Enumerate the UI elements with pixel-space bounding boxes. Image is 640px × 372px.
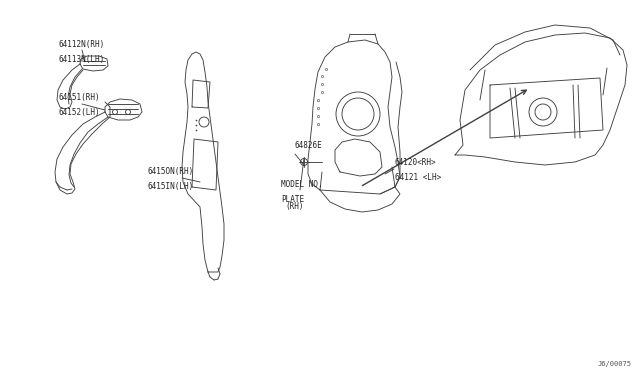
Text: MODEL NO.: MODEL NO. (281, 180, 323, 189)
Text: PLATE: PLATE (281, 195, 304, 204)
Text: 64112N(RH): 64112N(RH) (58, 40, 104, 49)
Text: 64826E: 64826E (295, 141, 323, 150)
Text: 64151(RH): 64151(RH) (58, 93, 100, 102)
Text: 6415ON(RH): 6415ON(RH) (148, 167, 195, 176)
Text: 64113N(LH): 64113N(LH) (58, 55, 104, 64)
Text: 64121 <LH>: 64121 <LH> (395, 173, 441, 182)
Text: J6/00075: J6/00075 (598, 361, 632, 367)
Text: 6415IN(LH): 6415IN(LH) (148, 182, 195, 191)
Text: 64120<RH>: 64120<RH> (395, 158, 436, 167)
Text: 64152(LH): 64152(LH) (58, 108, 100, 117)
Text: (RH): (RH) (285, 202, 303, 211)
